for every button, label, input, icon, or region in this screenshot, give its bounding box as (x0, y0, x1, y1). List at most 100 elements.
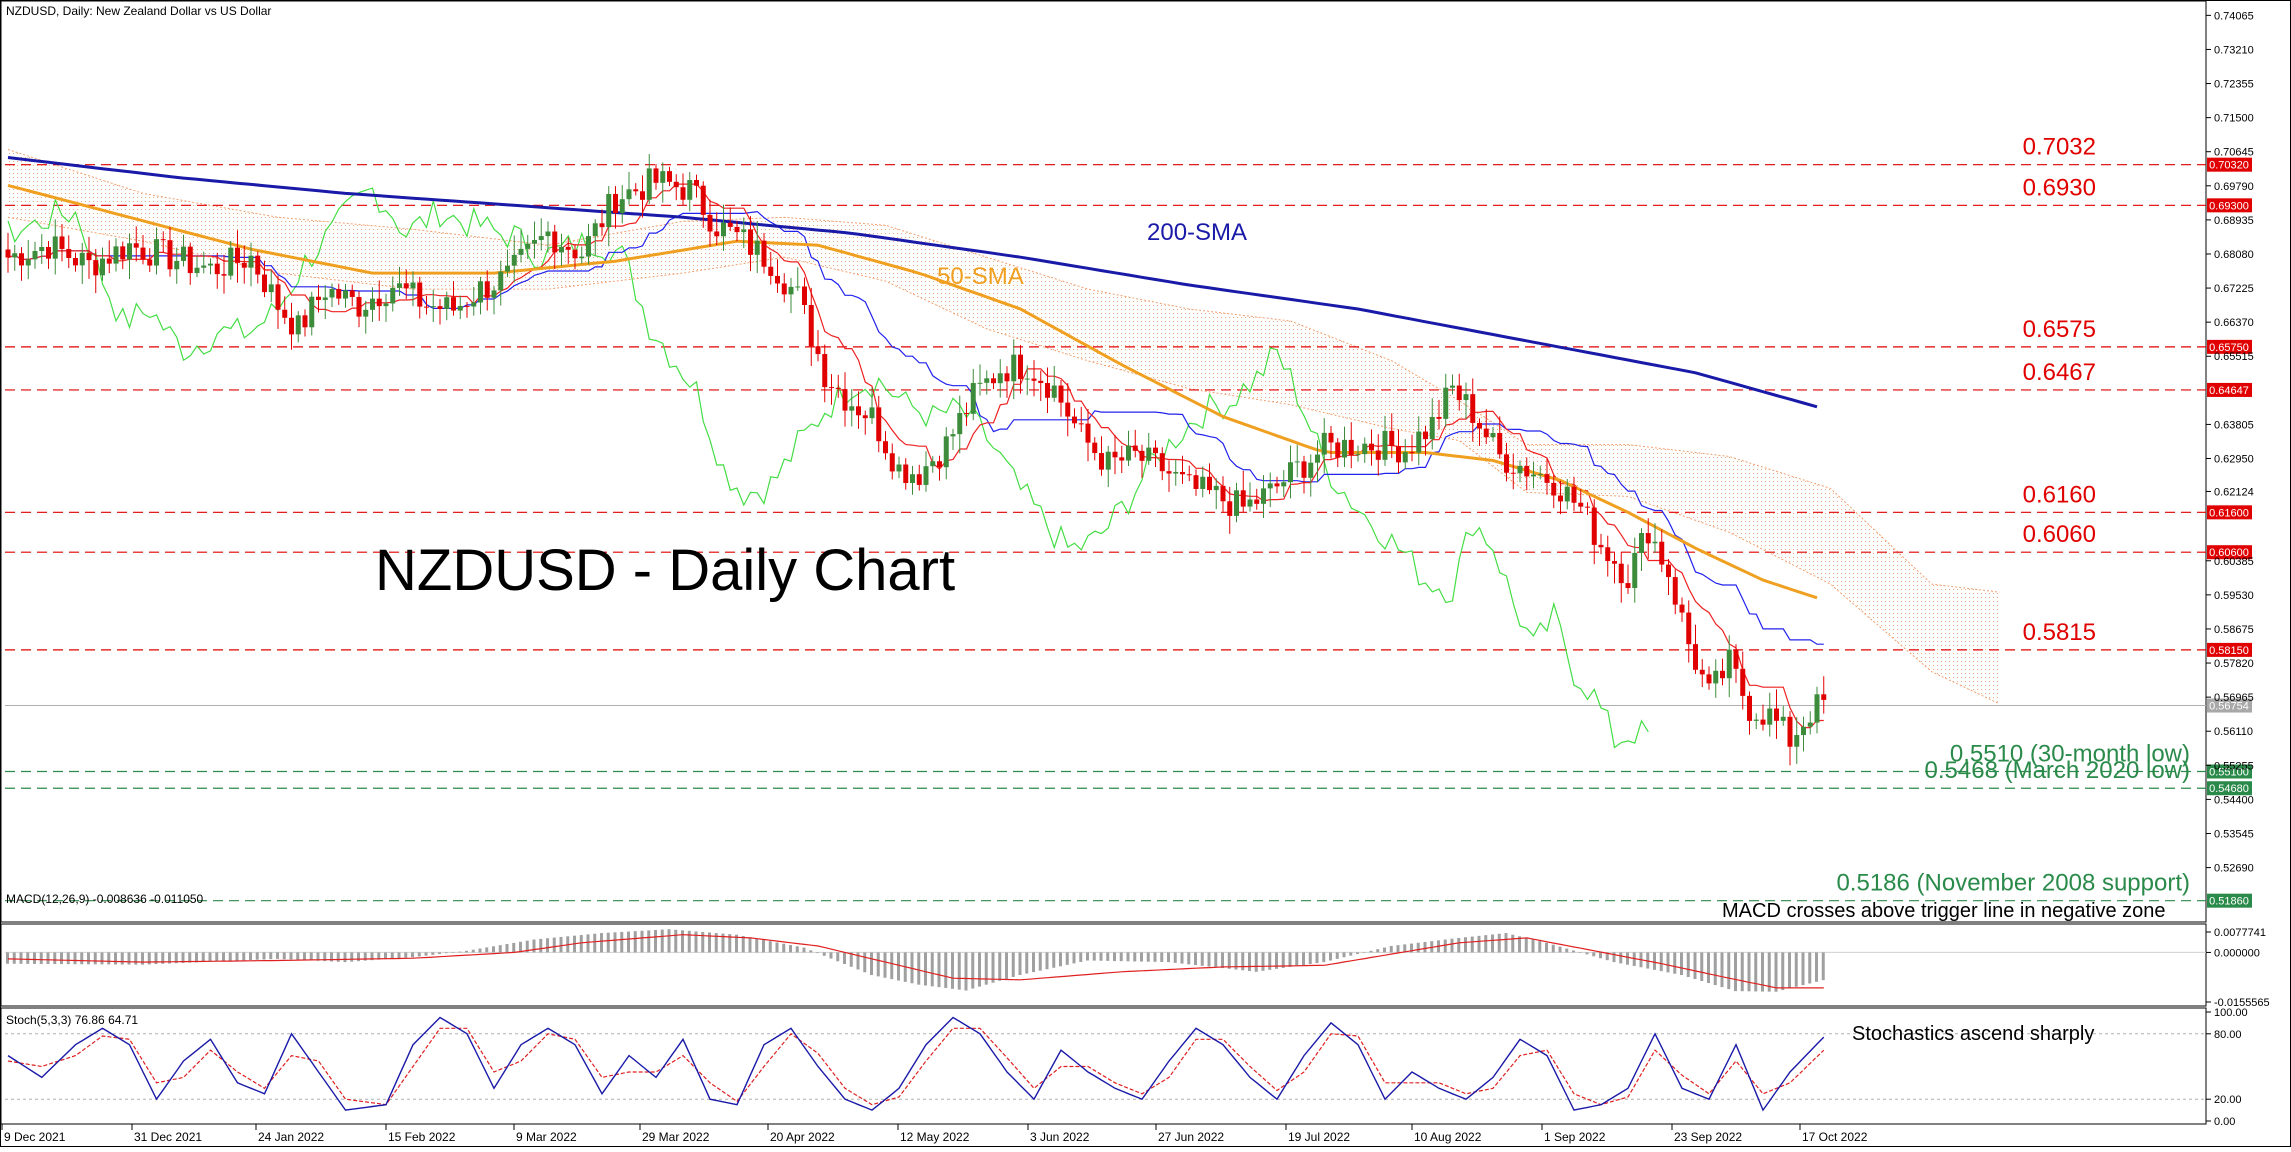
macd-histogram-bar (890, 952, 894, 980)
candle (356, 291, 362, 328)
candle (970, 368, 976, 421)
macd-histogram-bar (647, 930, 651, 953)
candle-body (1571, 486, 1577, 503)
candle (1686, 600, 1692, 663)
candle-body (457, 305, 463, 311)
candle-body (464, 305, 470, 307)
candle-body (1092, 442, 1098, 454)
macd-histogram-bar (721, 933, 725, 953)
candle (1065, 383, 1071, 437)
resistance-price-tag-5 (2207, 545, 2252, 560)
candle-body (1078, 423, 1084, 425)
y-tick-label: 0.62124 (2214, 486, 2254, 498)
macd-histogram-bar (1443, 939, 1447, 953)
macd-histogram-bar (154, 952, 158, 965)
candle (1618, 552, 1624, 603)
candle (977, 364, 983, 396)
macd-histogram-bar (620, 931, 624, 953)
macd-histogram-bar (1632, 952, 1636, 966)
candle (1706, 666, 1712, 690)
candle (181, 234, 186, 267)
candle (1294, 444, 1300, 478)
candle (302, 309, 308, 337)
macd-y-tick-label: 0.000000 (2214, 947, 2260, 959)
candle-body (1814, 694, 1820, 723)
macd-histogram-bar (1113, 952, 1116, 962)
macd-histogram-bar (1315, 952, 1319, 964)
candle-body (822, 354, 828, 388)
macd-histogram-bar (1207, 952, 1211, 967)
candle (73, 252, 78, 272)
candle-body (5, 249, 11, 258)
macd-histogram-bar (883, 952, 887, 978)
y-tick-label: 0.70645 (2214, 147, 2254, 159)
x-tick-label: 9 Dec 2021 (4, 1130, 66, 1144)
candle (1450, 374, 1455, 395)
candle (1281, 470, 1287, 497)
candle (1274, 476, 1280, 494)
candle-body (1294, 461, 1300, 463)
candle-body (1780, 716, 1786, 721)
candle (282, 296, 288, 325)
candle (565, 237, 571, 264)
macd-histogram-bar (1734, 952, 1737, 992)
resistance-price-tag-text-4: 0.61600 (2209, 507, 2249, 519)
candle-body (559, 246, 564, 253)
macd-histogram-bar (1119, 952, 1123, 962)
candle-body (309, 296, 315, 328)
macd-histogram-bar (1538, 941, 1542, 953)
macd-histogram-bar (694, 931, 698, 953)
candle-body (214, 263, 220, 275)
macd-histogram-bar (39, 952, 43, 964)
candle (714, 212, 720, 246)
macd-histogram-bar (100, 952, 104, 965)
macd-histogram-bar (1788, 952, 1791, 989)
candle (815, 330, 821, 362)
candle (1362, 437, 1368, 463)
candle (1598, 533, 1604, 555)
candle-body (835, 387, 841, 390)
candle-body (100, 258, 105, 276)
candle (403, 269, 409, 300)
candle-body (775, 275, 780, 284)
macd-histogram-bar (53, 952, 57, 965)
macd-histogram-bar (1808, 952, 1812, 984)
candle-body (923, 466, 929, 485)
candle-body (680, 187, 686, 200)
candle (525, 234, 531, 260)
candle-body (1051, 385, 1057, 398)
candle-body (66, 248, 72, 259)
candle (1288, 445, 1293, 499)
macd-histogram-bar (120, 952, 124, 965)
candle (1504, 442, 1509, 482)
candle-body (525, 243, 531, 249)
candle (707, 199, 713, 247)
sma200-label: 200-SMA (1147, 219, 1247, 246)
candle-body (1686, 612, 1692, 645)
resistance-price-tag-6 (2207, 642, 2252, 657)
candle (1747, 691, 1752, 735)
candle-body (1821, 694, 1827, 700)
candle-body (586, 236, 591, 257)
macd-histogram-bar (316, 952, 320, 961)
candle-body (937, 461, 942, 468)
resistance-label-5: 0.6060 (2023, 521, 2096, 548)
candle-body (910, 474, 915, 483)
macd-histogram-bar (1511, 934, 1515, 953)
macd-histogram-bar (519, 941, 522, 953)
candle (1038, 370, 1044, 401)
stochastic-panel (0, 1007, 2207, 1125)
candle (1234, 482, 1239, 523)
candle-body (383, 303, 389, 307)
candle (1166, 460, 1172, 492)
macd-histogram-bar (1605, 952, 1609, 961)
macd-histogram-bar (296, 952, 300, 960)
candle (700, 181, 706, 228)
stoch-y-tick-label: 20.00 (2214, 1094, 2242, 1106)
macd-histogram-bar (1389, 945, 1393, 953)
candle-body (673, 181, 679, 188)
candle (1693, 624, 1698, 674)
candle-body (208, 263, 213, 266)
candle-body (498, 271, 504, 291)
candle-body (1213, 485, 1219, 491)
